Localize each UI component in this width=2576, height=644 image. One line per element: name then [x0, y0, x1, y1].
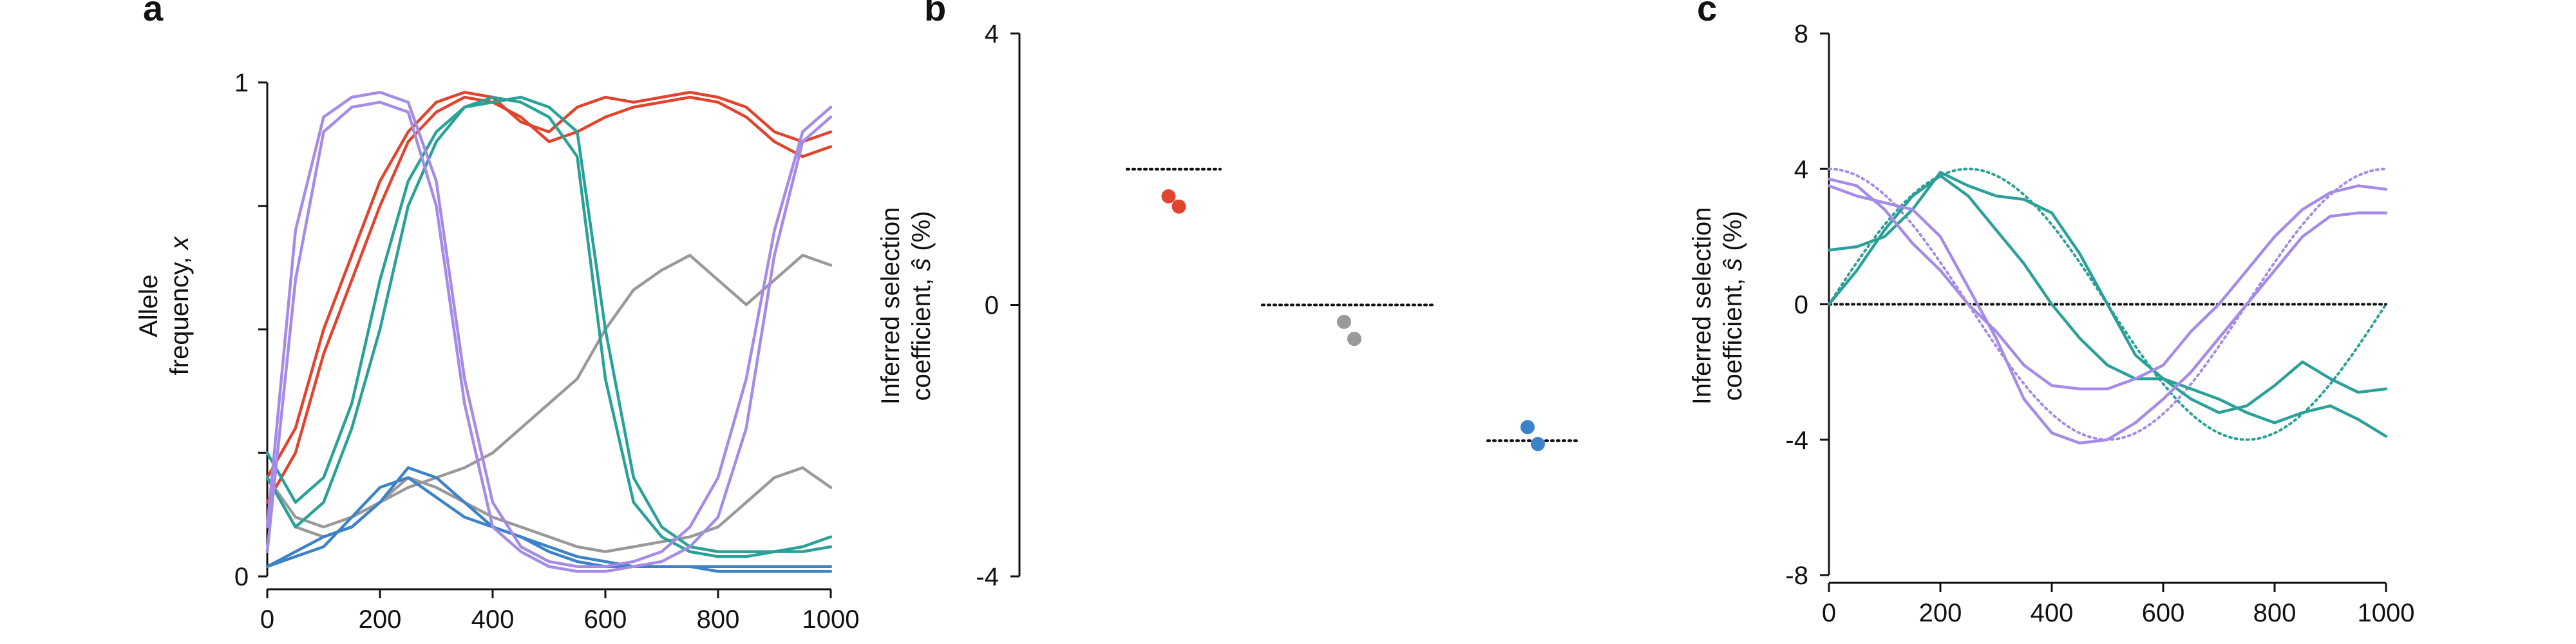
panel-c-ylabel-unit: (%) — [1719, 211, 1747, 258]
panel-a-xtick-label: 0 — [260, 605, 274, 634]
panel-a-series-blue-5 — [265, 476, 833, 568]
panel-a-xtick-label: 800 — [697, 605, 740, 634]
panel-c-series-teal-0 — [1827, 171, 2388, 414]
panel-a-series-purple-9 — [265, 100, 833, 573]
panel-a-series-red-1 — [265, 95, 833, 504]
panel-b-ytick-label: 0 — [985, 292, 999, 320]
panel-c-xtick-label: 200 — [1919, 599, 1962, 627]
panel-c-ytick-label: 8 — [1794, 20, 1808, 48]
panel-c-xtick-label: 600 — [2142, 599, 2185, 627]
panel-a-ylabel-line2: frequency, — [166, 250, 194, 375]
panel-c-series-teal-1 — [1827, 174, 2388, 438]
panel-b-point-blue-1 — [1531, 437, 1545, 451]
panel-c-xtick-label: 400 — [2031, 599, 2074, 627]
panel-b-ylabel-var: ŝ — [907, 258, 936, 271]
panel-a-series-blue-4 — [265, 466, 833, 573]
panel-b-point-gray-0 — [1337, 314, 1351, 329]
panel-b-point-red-0 — [1161, 189, 1176, 204]
panel-a-series-red-0 — [265, 91, 833, 479]
panel-b-ylabel: Inferred selection coefficient, ŝ (%) — [876, 207, 936, 405]
panel-b-ylabel-unit: (%) — [907, 211, 936, 258]
panel-a-ytick-label: 1 — [234, 69, 249, 97]
panel-c-xtick-label: 1000 — [2358, 599, 2415, 627]
panel-c-ytick-label: 0 — [1794, 291, 1808, 319]
panel-a-series-gray-3 — [265, 466, 833, 553]
panel-b-point-red-1 — [1171, 199, 1186, 214]
panel-c-xtick-label: 800 — [2253, 599, 2297, 627]
panel-c-xtick-label: 0 — [1822, 599, 1836, 627]
panel-a-xtick-label: 200 — [359, 605, 402, 634]
panel-c-ytick-label: 4 — [1794, 155, 1808, 184]
panel-a-xtick-label: 400 — [471, 605, 515, 634]
panel-a-ylabel-var: x — [166, 236, 194, 251]
panel-c-ylabel-var: ŝ — [1719, 258, 1747, 271]
panel-a-series-teal-6 — [265, 95, 833, 553]
panel-label-b: b — [924, 0, 946, 28]
panel-a-xtick-label: 1000 — [802, 605, 860, 634]
panel-b-ytick-label: -4 — [976, 563, 999, 591]
panel-b-chart: -4 0 4 Inferred selection coefficient, ŝ (%) — [876, 20, 1579, 591]
panel-a-chart: 0 1 0 200 400 600 800 1000 Allele frequency, x — [135, 69, 859, 634]
panel-b-point-gray-1 — [1347, 332, 1361, 346]
panel-label-a: a — [143, 0, 164, 28]
panel-a-ylabel-line1: Allele — [135, 274, 163, 337]
panel-a-series-gray-2 — [265, 254, 833, 529]
panel-b-point-blue-0 — [1520, 420, 1535, 435]
panel-a-series-teal-7 — [265, 95, 833, 558]
panel-c-ylabel-line1: Inferred selection — [1688, 207, 1716, 405]
panel-c-ylabel-line2: coefficient, — [1719, 271, 1747, 401]
panel-a-series-purple-8 — [265, 91, 833, 568]
panel-a-xtick-label: 600 — [584, 605, 627, 634]
panel-c-ytick-label: -4 — [1785, 426, 1808, 455]
panel-c-chart: -8 -4 0 4 8 0 200 400 600 800 1000 Inferred selecti… — [1688, 20, 2414, 627]
panel-c-ytick-label: -8 — [1785, 562, 1808, 590]
panel-b-ylabel-line1: Inferred selection — [876, 207, 905, 405]
panel-c-ylabel: Inferred selection coefficient, ŝ (%) — [1688, 207, 1747, 405]
panel-a-ytick-label: 0 — [234, 563, 249, 591]
panel-c-series-purple-2 — [1827, 177, 2388, 391]
panel-a-ylabel: Allele frequency, x — [135, 236, 194, 375]
panel-b-ytick-label: 4 — [985, 20, 999, 48]
panel-b-ylabel-line2: coefficient, — [907, 271, 936, 401]
panel-label-c: c — [1697, 0, 1717, 28]
panel-c-series-purple-3 — [1827, 184, 2388, 445]
